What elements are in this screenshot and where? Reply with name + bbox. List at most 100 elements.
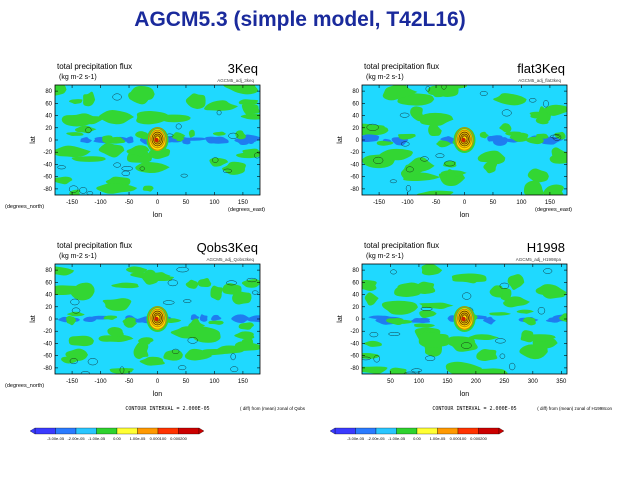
y-tick-label: -60: [43, 175, 52, 181]
y-tick-label: -40: [43, 162, 52, 168]
x-tick-label: -50: [125, 200, 134, 206]
contour-line: [113, 162, 121, 168]
y-tick-label: 40: [45, 293, 52, 299]
positive-anomaly-region: [128, 85, 155, 102]
positive-anomaly-region: [554, 131, 566, 140]
colorbar-swatch: [478, 427, 500, 435]
contour-line: [461, 342, 472, 349]
negative-anomaly-band: [488, 135, 504, 142]
peak-contour: [148, 306, 167, 330]
x-tick-label: 50: [183, 200, 190, 206]
contour-line: [373, 355, 380, 363]
contour-line: [228, 132, 239, 139]
contour-line: [162, 300, 175, 305]
contour-line: [373, 156, 384, 164]
contour-line: [529, 98, 537, 103]
y-unit: (degrees_north): [5, 383, 44, 389]
x-tick-label: 100: [209, 200, 220, 206]
panel-title: total precipitation flux: [364, 62, 439, 71]
positive-anomaly-region: [83, 91, 96, 107]
x-tick-label: 250: [499, 379, 510, 385]
positive-anomaly-region: [102, 298, 132, 311]
peak-contour: [460, 133, 469, 145]
peak-core: [154, 137, 159, 143]
x-tick-label: 50: [490, 200, 497, 206]
contour-line: [501, 109, 512, 117]
peak-contour: [150, 129, 165, 149]
run-id: AGCM5_adj_3keq: [217, 78, 254, 83]
y-tick-label: 80: [352, 89, 359, 95]
contour-line: [222, 168, 232, 174]
x-tick-label: 200: [471, 379, 482, 385]
positive-anomaly-region: [386, 318, 405, 326]
positive-anomaly-region: [493, 93, 527, 106]
positive-anomaly-region: [414, 323, 436, 328]
y-tick-label: -80: [43, 187, 52, 193]
positive-anomaly-region: [538, 106, 551, 123]
positive-anomaly-region: [428, 123, 442, 137]
colorbar-swatch: [355, 427, 377, 435]
negative-anomaly-band: [247, 315, 260, 323]
y-tick-label: -80: [350, 187, 359, 193]
contour-line: [230, 366, 239, 372]
contour-line: [399, 112, 410, 118]
case-label: Qobs3Keq: [197, 240, 258, 255]
positive-anomaly-region: [191, 318, 201, 328]
contour-line: [69, 358, 78, 365]
positive-anomaly-region: [499, 123, 512, 133]
panel-note: ( diff) from (mean) zonal of Qobs: [240, 406, 306, 411]
positive-anomaly-region: [442, 85, 467, 90]
y-tick-label: 40: [45, 114, 52, 120]
positive-anomaly-region: [507, 274, 525, 291]
positive-anomaly-region: [399, 319, 413, 324]
panel-units: (kg m-2 s-1): [59, 74, 97, 81]
y-tick-label: -20: [350, 329, 359, 335]
positive-anomaly-region: [102, 135, 113, 144]
peak-core: [461, 316, 466, 322]
negative-anomaly-band: [483, 316, 496, 325]
positive-anomaly-region: [376, 140, 394, 146]
positive-anomaly-region: [468, 334, 499, 341]
colorbar-label: -1.00e-05: [388, 436, 406, 441]
contour-line: [251, 290, 259, 295]
contour-line: [441, 85, 447, 90]
x-tick-label: 150: [545, 200, 556, 206]
x-unit: (degrees_east): [228, 207, 265, 213]
panel-title: total precipitation flux: [364, 241, 439, 250]
peak-contour: [457, 308, 472, 328]
positive-anomaly-region: [142, 185, 154, 192]
positive-anomaly-region: [364, 292, 379, 306]
positive-anomaly-region: [176, 135, 185, 142]
run-id: AGCM5_adj_Qobs3keq: [206, 257, 254, 262]
positive-anomaly-region: [479, 131, 489, 139]
positive-anomaly-region: [109, 368, 134, 374]
y-tick-label: -40: [350, 341, 359, 347]
contour-line: [425, 86, 431, 92]
colorbar-swatch: [178, 427, 200, 435]
y-tick-label: -20: [350, 150, 359, 156]
x-tick-label: 350: [556, 379, 567, 385]
contour-line: [119, 366, 125, 374]
contour-line: [420, 306, 433, 311]
positive-anomaly-region: [477, 150, 506, 165]
contour-line: [405, 185, 412, 192]
negative-anomaly-band: [126, 136, 134, 144]
contour-line: [420, 156, 429, 162]
positive-anomaly-region: [509, 132, 529, 142]
page-title: AGCM5.3 (simple model, T42L16): [134, 8, 466, 31]
positive-anomaly-region: [418, 332, 450, 348]
contour-line: [479, 91, 488, 96]
positive-anomaly-region: [524, 334, 556, 342]
positive-anomaly-region: [163, 349, 183, 361]
colorbar-label: 0.000200: [170, 436, 187, 441]
contour-line: [444, 160, 456, 167]
positive-anomaly-region: [381, 300, 418, 315]
x-tick-label: -100: [402, 200, 415, 206]
peak-contour: [458, 310, 471, 326]
x-axis-label: lon: [153, 391, 162, 398]
colorbar-swatch: [75, 427, 97, 435]
contour-line: [462, 292, 472, 300]
positive-anomaly-region: [242, 148, 260, 157]
case-label: flat3Keq: [517, 61, 565, 76]
